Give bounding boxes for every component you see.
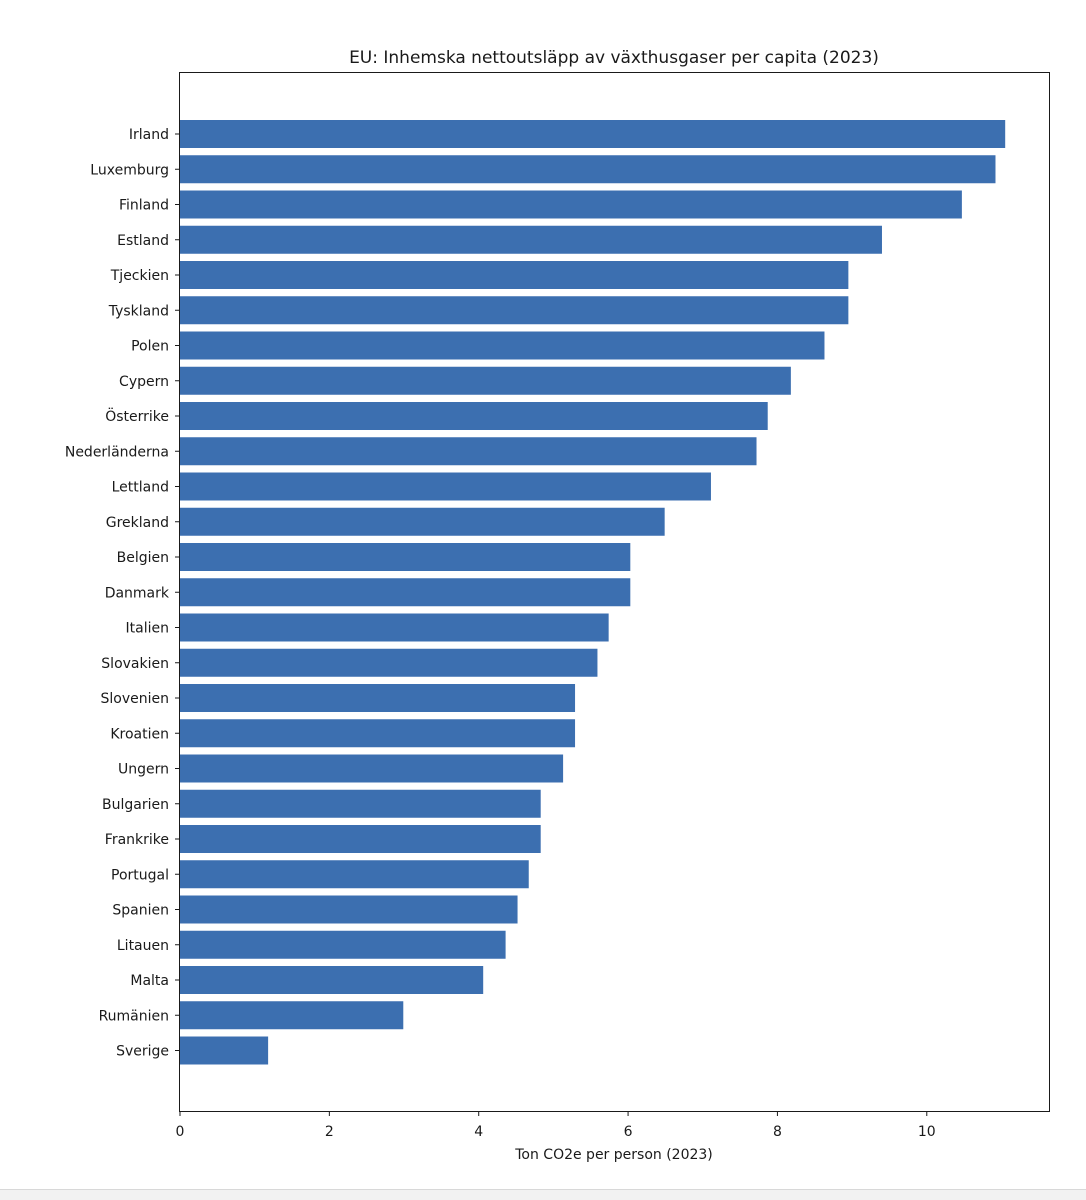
bar-polen [180, 331, 825, 360]
x-axis-label: Ton CO2e per person (2023) [514, 1147, 713, 1163]
bar-rumänien [180, 1001, 404, 1030]
y-tick-label: Estland [117, 233, 169, 249]
y-tick-label: Irland [129, 127, 169, 143]
bars-group [180, 120, 1006, 1065]
bar-bulgarien [180, 789, 541, 818]
y-tick-label: Belgien [117, 550, 169, 566]
y-tick-label: Litauen [117, 938, 169, 954]
bar-tyskland [180, 296, 849, 325]
plot-frame [179, 72, 1050, 1112]
bar-litauen [180, 930, 506, 959]
y-tick-label: Luxemburg [90, 162, 169, 178]
bar-italien [180, 613, 609, 642]
bar-slovenien [180, 684, 576, 712]
y-tick-label: Cypern [119, 374, 169, 390]
y-tick-label: Grekland [106, 515, 169, 531]
bar-nederländerna [180, 437, 757, 466]
y-tick-label: Nederländerna [65, 444, 169, 460]
y-tick-label: Lettland [112, 480, 169, 496]
bar-danmark [180, 578, 631, 607]
bar-kroatien [180, 719, 576, 748]
bottom-strip [0, 1189, 1086, 1200]
bar-ungern [180, 754, 564, 783]
x-tick-label: 6 [624, 1124, 633, 1140]
x-tick-label: 2 [325, 1124, 334, 1140]
y-tick-label: Polen [131, 339, 169, 355]
bar-malta [180, 966, 484, 994]
y-tick-label: Frankrike [105, 832, 169, 848]
bar-irland [180, 120, 1006, 148]
y-tick-label: Sverige [116, 1044, 169, 1060]
bar-grekland [180, 507, 665, 536]
bar-belgien [180, 543, 631, 571]
bar-luxemburg [180, 155, 996, 184]
chart-title: EU: Inhemska nettoutsläpp av växthusgase… [349, 48, 879, 68]
bar-lettland [180, 472, 711, 501]
y-tick-label: Ungern [118, 762, 169, 778]
bar-estland [180, 225, 882, 254]
bar-portugal [180, 860, 529, 889]
x-tick-label: 10 [918, 1124, 936, 1140]
y-tick-label: Bulgarien [102, 797, 169, 813]
x-axis-ticks: 0 2 4 6 8 10 [176, 1111, 936, 1140]
y-tick-label: Finland [119, 198, 169, 214]
y-tick-label: Malta [130, 973, 169, 989]
y-tick-label: Danmark [105, 585, 170, 601]
y-tick-label: Tjeckien [110, 268, 169, 284]
bar-cypern [180, 366, 791, 395]
x-tick-label: 4 [474, 1124, 483, 1140]
bar-slovakien [180, 648, 598, 677]
bar-spanien [180, 895, 518, 924]
y-tick-label: Österrike [105, 407, 169, 425]
bar-österrike [180, 402, 768, 430]
y-tick-label: Italien [126, 621, 169, 637]
bar-tjeckien [180, 261, 849, 289]
y-tick-label: Slovakien [101, 656, 169, 672]
x-tick-label: 0 [176, 1124, 185, 1140]
y-tick-label: Slovenien [101, 691, 170, 707]
y-tick-label: Rumänien [99, 1008, 169, 1024]
y-axis-ticks: Irland Luxemburg Finland Estland Tjeckien Tys… [65, 127, 180, 1060]
bar-finland [180, 190, 962, 219]
x-tick-label: 8 [773, 1124, 782, 1140]
y-tick-label: Tyskland [108, 303, 169, 319]
y-tick-label: Kroatien [110, 726, 169, 742]
bar-frankrike [180, 825, 541, 853]
y-tick-label: Portugal [111, 867, 169, 883]
y-tick-label: Spanien [112, 903, 169, 919]
bar-sverige [180, 1036, 269, 1065]
